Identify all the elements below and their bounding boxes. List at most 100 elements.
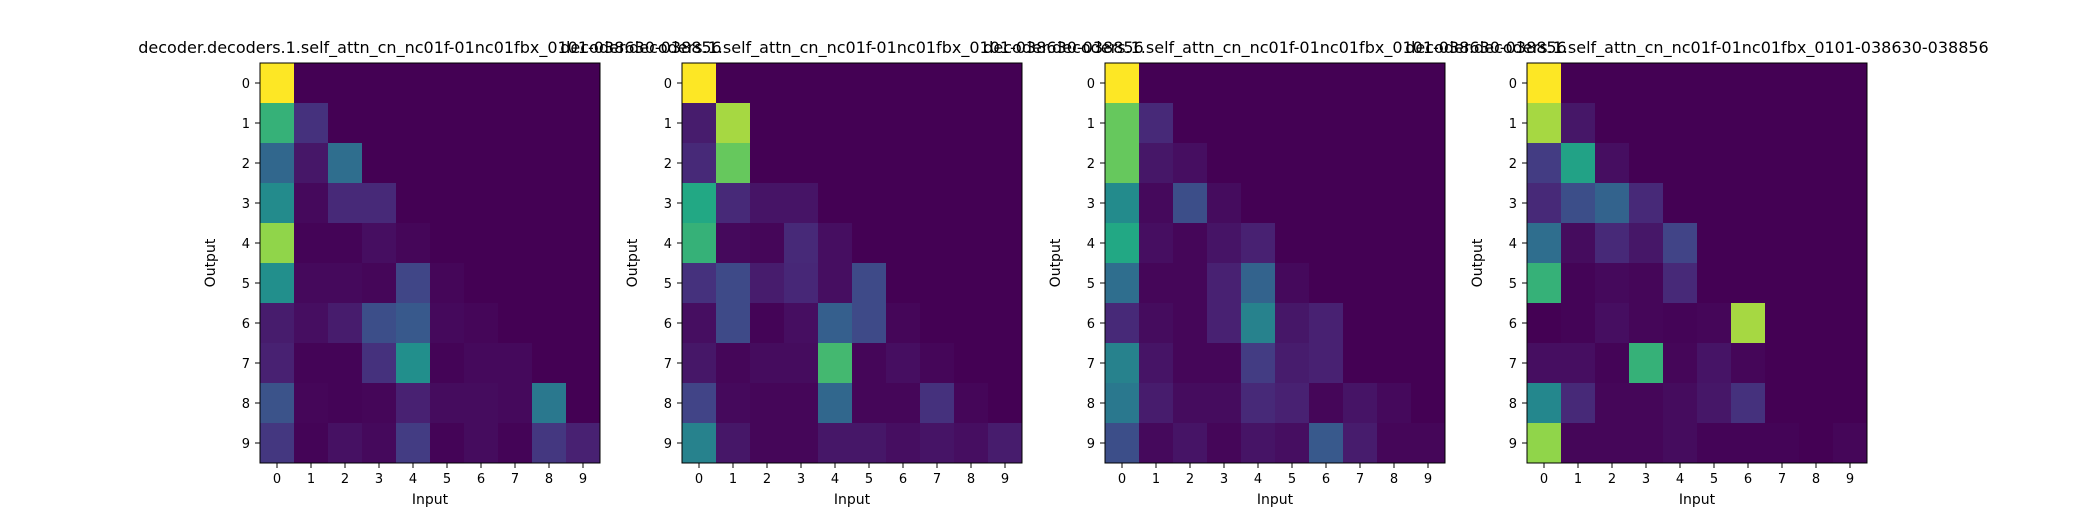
y-tick-label: 1: [664, 117, 672, 132]
heatmap-cell: [1275, 143, 1310, 184]
x-tick-label: 5: [443, 472, 451, 487]
y-tick-label: 4: [1087, 237, 1095, 252]
heatmap-cell: [1833, 303, 1868, 344]
heatmap-cell: [1139, 343, 1174, 384]
heatmap-cell: [1173, 303, 1208, 344]
heatmap-cell: [920, 103, 955, 144]
heatmap-cell: [566, 183, 601, 224]
heatmap-cell: [1241, 343, 1276, 384]
heatmap-cell: [396, 263, 431, 304]
heatmap-cell: [1343, 63, 1378, 104]
x-tick-label: 7: [1356, 472, 1364, 487]
heatmap-cell: [464, 423, 499, 464]
heatmap-cell: [532, 103, 567, 144]
heatmap-cell: [1731, 383, 1766, 424]
heatmap-cell: [818, 423, 853, 464]
heatmap-cell: [362, 383, 397, 424]
heatmap-cell: [1241, 223, 1276, 264]
heatmap-cell: [784, 223, 819, 264]
heatmap-cell: [784, 383, 819, 424]
heatmap-cell: [1241, 183, 1276, 224]
plot-frame: [1104, 62, 1446, 464]
heatmap-cell: [294, 223, 329, 264]
heatmap-cell: [886, 343, 921, 384]
heatmap-cell: [1799, 263, 1834, 304]
heatmap-cell: [1833, 63, 1868, 104]
heatmap-cell: [1731, 103, 1766, 144]
x-tick-label: 4: [1254, 472, 1262, 487]
heatmap-cell: [682, 263, 717, 304]
heatmap-cell: [1343, 223, 1378, 264]
heatmap-cell: [1765, 63, 1800, 104]
y-tick-label: 9: [664, 437, 672, 452]
heatmap-cell: [464, 143, 499, 184]
heatmap-cell: [1833, 383, 1868, 424]
heatmap-cell: [716, 423, 751, 464]
heatmap-cell: [682, 143, 717, 184]
x-tick-label: 1: [1574, 472, 1582, 487]
y-tick-label: 2: [242, 157, 250, 172]
y-tick-label: 2: [1087, 157, 1095, 172]
heatmap-cell: [1173, 343, 1208, 384]
heatmap-cell: [532, 63, 567, 104]
heatmap-cell: [1731, 303, 1766, 344]
heatmap-cell: [566, 263, 601, 304]
heatmap-cell: [464, 63, 499, 104]
heatmap-cell: [682, 63, 717, 104]
heatmap-cell: [1139, 423, 1174, 464]
heatmap-cell: [294, 423, 329, 464]
heatmap-cell: [396, 103, 431, 144]
heatmap-cell: [294, 263, 329, 304]
x-tick-label: 0: [1540, 472, 1548, 487]
heatmap-cell: [1377, 183, 1412, 224]
x-tick-label: 1: [307, 472, 315, 487]
heatmap-cell: [328, 263, 363, 304]
heatmap-cell: [1207, 183, 1242, 224]
heatmap-cell: [1629, 143, 1664, 184]
heatmap-cell: [1241, 303, 1276, 344]
x-tick-label: 5: [1288, 472, 1296, 487]
heatmap-cell: [328, 423, 363, 464]
heatmap-cell: [682, 183, 717, 224]
heatmap-cell: [954, 423, 989, 464]
heatmap-cell: [988, 263, 1023, 304]
heatmap-cell: [1765, 303, 1800, 344]
heatmap-cell: [532, 423, 567, 464]
heatmap-cell: [920, 423, 955, 464]
heatmap-cell: [1833, 343, 1868, 384]
heatmap-cell: [396, 223, 431, 264]
x-tick-label: 7: [511, 472, 519, 487]
heatmap-cell: [1105, 343, 1140, 384]
heatmap-cell: [1377, 63, 1412, 104]
y-tick-label: 4: [1509, 237, 1517, 252]
x-tick-label: 2: [341, 472, 349, 487]
heatmap-cell: [852, 223, 887, 264]
heatmap-cell: [682, 103, 717, 144]
heatmap-cell: [1309, 263, 1344, 304]
x-tick-label: 5: [1710, 472, 1718, 487]
x-tick-label: 6: [477, 472, 485, 487]
x-tick-label: 0: [273, 472, 281, 487]
heatmap-cell: [566, 223, 601, 264]
heatmap-cell: [396, 143, 431, 184]
heatmap-cell: [362, 63, 397, 104]
y-tick-label: 7: [1087, 357, 1095, 372]
heatmap-cell: [920, 63, 955, 104]
x-tick-label: 2: [1186, 472, 1194, 487]
heatmap-cell: [1105, 103, 1140, 144]
heatmap-cell: [532, 303, 567, 344]
y-tick-label: 7: [664, 357, 672, 372]
heatmap-cell: [430, 143, 465, 184]
heatmap-cell: [396, 303, 431, 344]
heatmap-cell: [886, 143, 921, 184]
heatmap-cell: [1105, 143, 1140, 184]
heatmap-cell: [1595, 263, 1630, 304]
heatmap-cell: [852, 423, 887, 464]
heatmap-cell: [430, 183, 465, 224]
heatmap-cell: [1629, 263, 1664, 304]
heatmap-cell: [1765, 383, 1800, 424]
heatmap-cell: [818, 343, 853, 384]
heatmap-cell: [328, 303, 363, 344]
y-tick-label: 5: [242, 277, 250, 292]
heatmap-cell: [1697, 183, 1732, 224]
